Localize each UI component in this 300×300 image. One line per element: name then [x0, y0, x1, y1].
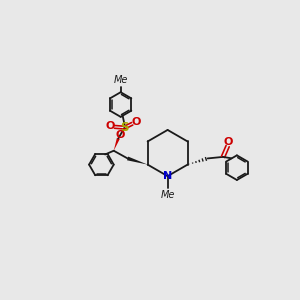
Text: Me: Me — [113, 74, 128, 85]
Text: O: O — [106, 121, 115, 131]
Text: Me: Me — [160, 190, 175, 200]
Text: S: S — [120, 121, 129, 134]
Text: O: O — [131, 117, 141, 127]
Text: O: O — [224, 137, 233, 147]
Text: N: N — [163, 171, 172, 181]
Polygon shape — [127, 157, 148, 165]
Polygon shape — [114, 138, 120, 151]
Text: O: O — [115, 130, 124, 140]
